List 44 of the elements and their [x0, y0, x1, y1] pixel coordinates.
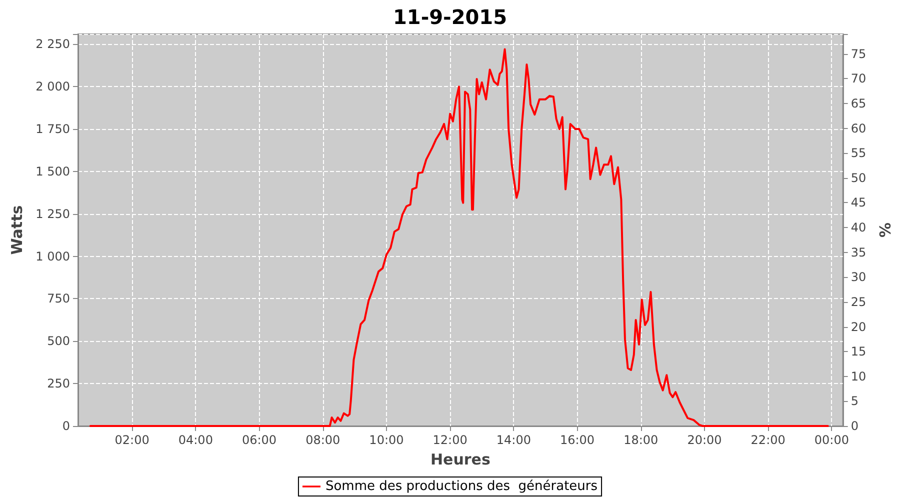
y-tick-label: 0: [62, 419, 70, 433]
y-tick-label: 2 250: [36, 37, 70, 52]
x-tick-label: 04:00: [178, 433, 213, 447]
y-tick-label: 250: [47, 376, 70, 391]
x-tick-label: 02:00: [114, 433, 150, 447]
y-tick-label: 1 000: [36, 249, 70, 264]
x-tick-label: 00:00: [814, 433, 849, 447]
y-tick-label: 500: [47, 334, 70, 348]
y2-axis-title: %: [876, 222, 894, 238]
y-tick-label: 1 750: [36, 122, 70, 136]
y2-tick-label: 30: [850, 270, 866, 284]
y2-tick-label: 10: [850, 369, 866, 384]
y2-tick-label: 40: [850, 220, 866, 235]
y2-tick-label: 25: [850, 294, 866, 309]
x-tick-label: 20:00: [687, 433, 722, 447]
y-axis-title: Watts: [8, 205, 26, 255]
y2-tick-label: 70: [850, 72, 866, 86]
y2-tick-label: 75: [850, 46, 866, 61]
y2-tick-label: 0: [850, 419, 858, 433]
line-series: [89, 48, 829, 427]
y2-tick-label: 15: [850, 344, 866, 359]
y2-tick-label: 60: [850, 121, 866, 136]
y2-tick-label: 5: [850, 394, 858, 408]
x-tick-label: 14:00: [496, 433, 531, 447]
x-tick-label: 12:00: [432, 433, 468, 447]
y-tick-label: 1 500: [36, 164, 70, 178]
chart-title: 11-9-2015: [392, 5, 508, 29]
x-axis-title: Heures: [430, 450, 490, 468]
x-tick-label: 18:00: [624, 433, 658, 447]
y2-tick-label: 55: [850, 146, 866, 160]
y-tick-label: 1 250: [36, 206, 70, 221]
y2-tick-label: 20: [850, 320, 866, 334]
x-tick-label: 10:00: [369, 433, 404, 447]
x-tick-label: 22:00: [750, 433, 786, 447]
legend-label: Somme des productions des générateurs: [325, 479, 598, 494]
x-tick-label: 08:00: [306, 433, 340, 447]
x-tick-label: 06:00: [242, 433, 277, 447]
y2-tick-label: 50: [850, 170, 866, 185]
x-tick-label: 16:00: [560, 433, 595, 447]
y2-tick-label: 45: [850, 196, 866, 210]
y-tick-label: 750: [47, 292, 70, 306]
y-tick-label: 2 000: [36, 80, 70, 94]
y2-tick-label: 65: [850, 96, 866, 110]
y2-tick-label: 35: [850, 245, 866, 260]
